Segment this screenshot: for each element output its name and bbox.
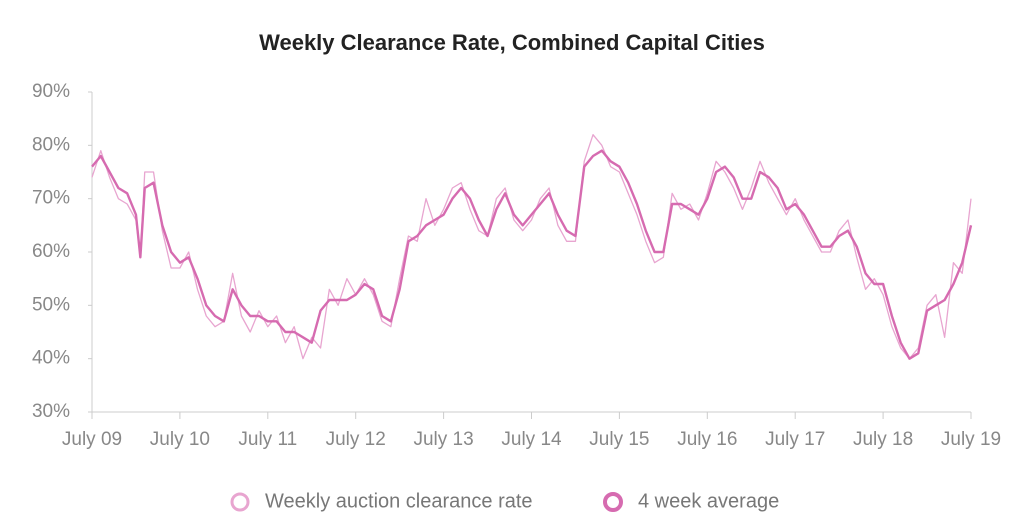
legend-label: 4 week average bbox=[638, 490, 779, 512]
legend-label: Weekly auction clearance rate bbox=[265, 490, 533, 512]
y-tick-label: 90% bbox=[32, 81, 70, 102]
x-tick-label: July 15 bbox=[589, 429, 649, 450]
x-tick-label: July 11 bbox=[238, 429, 297, 450]
x-tick-label: July 14 bbox=[501, 429, 562, 450]
x-tick-label: July 19 bbox=[941, 429, 1001, 450]
y-tick-label: 60% bbox=[32, 241, 70, 262]
series-line bbox=[91, 149, 973, 360]
x-tick-label: July 13 bbox=[413, 429, 473, 450]
y-tick-label: 80% bbox=[32, 134, 70, 155]
x-tick-label: July 18 bbox=[853, 429, 913, 450]
x-tick-label: July 12 bbox=[326, 429, 386, 450]
legend-marker bbox=[603, 492, 623, 512]
y-tick-label: 40% bbox=[32, 348, 70, 369]
series-line bbox=[91, 134, 972, 360]
x-tick-label: July 17 bbox=[765, 429, 825, 450]
x-tick-label: July 09 bbox=[62, 429, 122, 450]
x-tick-label: July 10 bbox=[150, 429, 210, 450]
y-tick-label: 70% bbox=[32, 188, 70, 209]
chart-title: Weekly Clearance Rate, Combined Capital … bbox=[259, 30, 765, 55]
legend-marker bbox=[230, 492, 250, 512]
y-tick-label: 30% bbox=[32, 401, 70, 422]
y-tick-label: 50% bbox=[32, 294, 70, 315]
x-tick-label: July 16 bbox=[677, 429, 737, 450]
